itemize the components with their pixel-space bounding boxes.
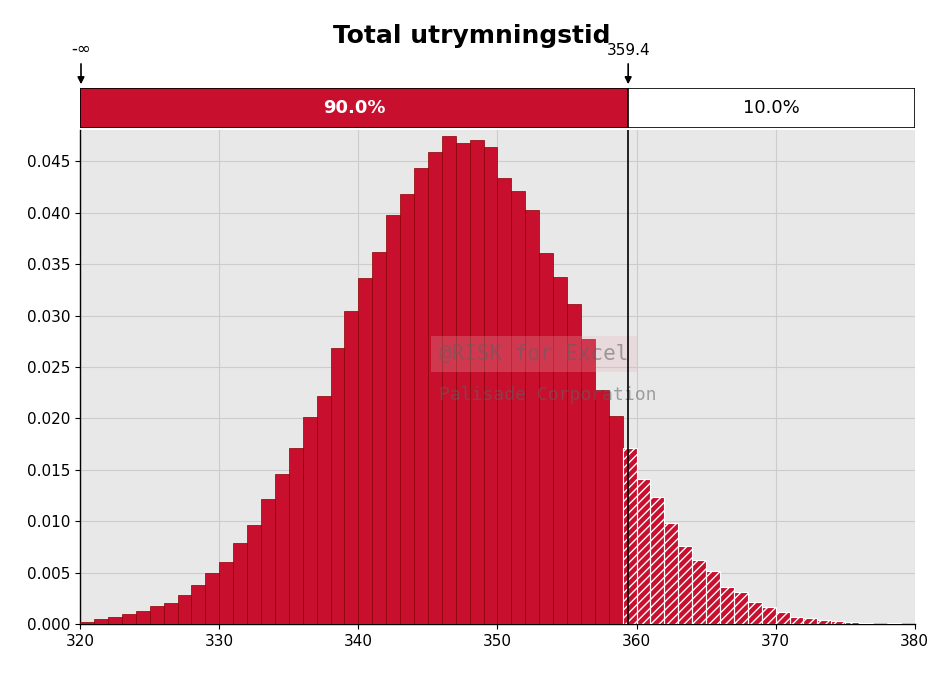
- Bar: [622, 449, 637, 624]
- Bar: [358, 278, 372, 624]
- Text: 359.4: 359.4: [606, 43, 650, 58]
- Bar: [122, 615, 136, 624]
- Bar: [720, 587, 734, 624]
- Bar: [80, 88, 628, 128]
- Bar: [414, 168, 428, 624]
- Bar: [664, 523, 678, 624]
- Bar: [720, 587, 734, 624]
- Bar: [150, 606, 164, 624]
- Bar: [317, 396, 331, 624]
- Bar: [748, 602, 762, 624]
- Text: @RISK for Excel: @RISK for Excel: [439, 344, 628, 364]
- Bar: [400, 194, 414, 624]
- Bar: [80, 622, 94, 624]
- Bar: [330, 348, 344, 624]
- Bar: [344, 311, 358, 624]
- Bar: [622, 449, 637, 624]
- Bar: [664, 523, 678, 624]
- Bar: [484, 147, 498, 624]
- Bar: [789, 617, 803, 624]
- Bar: [859, 623, 873, 624]
- Bar: [637, 480, 651, 624]
- Bar: [498, 178, 511, 624]
- Bar: [581, 339, 595, 624]
- Bar: [706, 571, 720, 624]
- Bar: [692, 560, 706, 624]
- Bar: [303, 417, 317, 624]
- Bar: [94, 619, 108, 624]
- Bar: [470, 140, 484, 624]
- Bar: [706, 571, 720, 624]
- Bar: [818, 619, 832, 624]
- Bar: [511, 191, 525, 624]
- Bar: [692, 560, 706, 624]
- Bar: [247, 525, 261, 624]
- Text: 90.0%: 90.0%: [323, 99, 386, 117]
- Bar: [108, 617, 122, 624]
- Bar: [789, 617, 803, 624]
- Bar: [595, 390, 608, 624]
- Bar: [387, 215, 400, 624]
- Bar: [136, 611, 150, 624]
- Text: Total utrymningstid: Total utrymningstid: [333, 24, 610, 47]
- Bar: [206, 573, 219, 624]
- Text: 10.0%: 10.0%: [743, 99, 800, 117]
- Bar: [428, 152, 442, 624]
- Bar: [762, 606, 775, 624]
- Bar: [748, 602, 762, 624]
- Bar: [177, 595, 191, 624]
- Bar: [637, 480, 651, 624]
- Bar: [678, 546, 692, 624]
- Bar: [567, 304, 581, 624]
- Bar: [832, 621, 845, 624]
- Bar: [803, 618, 818, 624]
- Bar: [220, 562, 233, 624]
- Bar: [539, 253, 553, 624]
- Bar: [845, 622, 859, 624]
- Text: -∞: -∞: [71, 40, 91, 58]
- Bar: [845, 622, 859, 624]
- Bar: [651, 497, 665, 624]
- Bar: [163, 603, 177, 624]
- Bar: [859, 623, 873, 624]
- Bar: [609, 416, 622, 624]
- Bar: [886, 623, 901, 624]
- Bar: [525, 210, 539, 624]
- Text: Palisade Corporation: Palisade Corporation: [439, 386, 656, 403]
- Bar: [275, 474, 289, 624]
- Bar: [678, 546, 692, 624]
- Bar: [261, 499, 275, 624]
- Bar: [372, 252, 386, 624]
- Bar: [832, 621, 845, 624]
- Bar: [734, 592, 748, 624]
- Bar: [803, 618, 818, 624]
- Bar: [191, 585, 206, 624]
- Bar: [651, 497, 665, 624]
- Bar: [289, 448, 303, 624]
- Bar: [734, 592, 748, 624]
- Bar: [233, 543, 247, 624]
- Bar: [442, 136, 455, 624]
- Bar: [762, 606, 775, 624]
- Bar: [886, 623, 901, 624]
- Bar: [455, 143, 470, 624]
- Bar: [776, 612, 789, 624]
- Bar: [818, 619, 832, 624]
- Bar: [628, 88, 915, 128]
- Bar: [776, 612, 789, 624]
- Bar: [553, 277, 567, 624]
